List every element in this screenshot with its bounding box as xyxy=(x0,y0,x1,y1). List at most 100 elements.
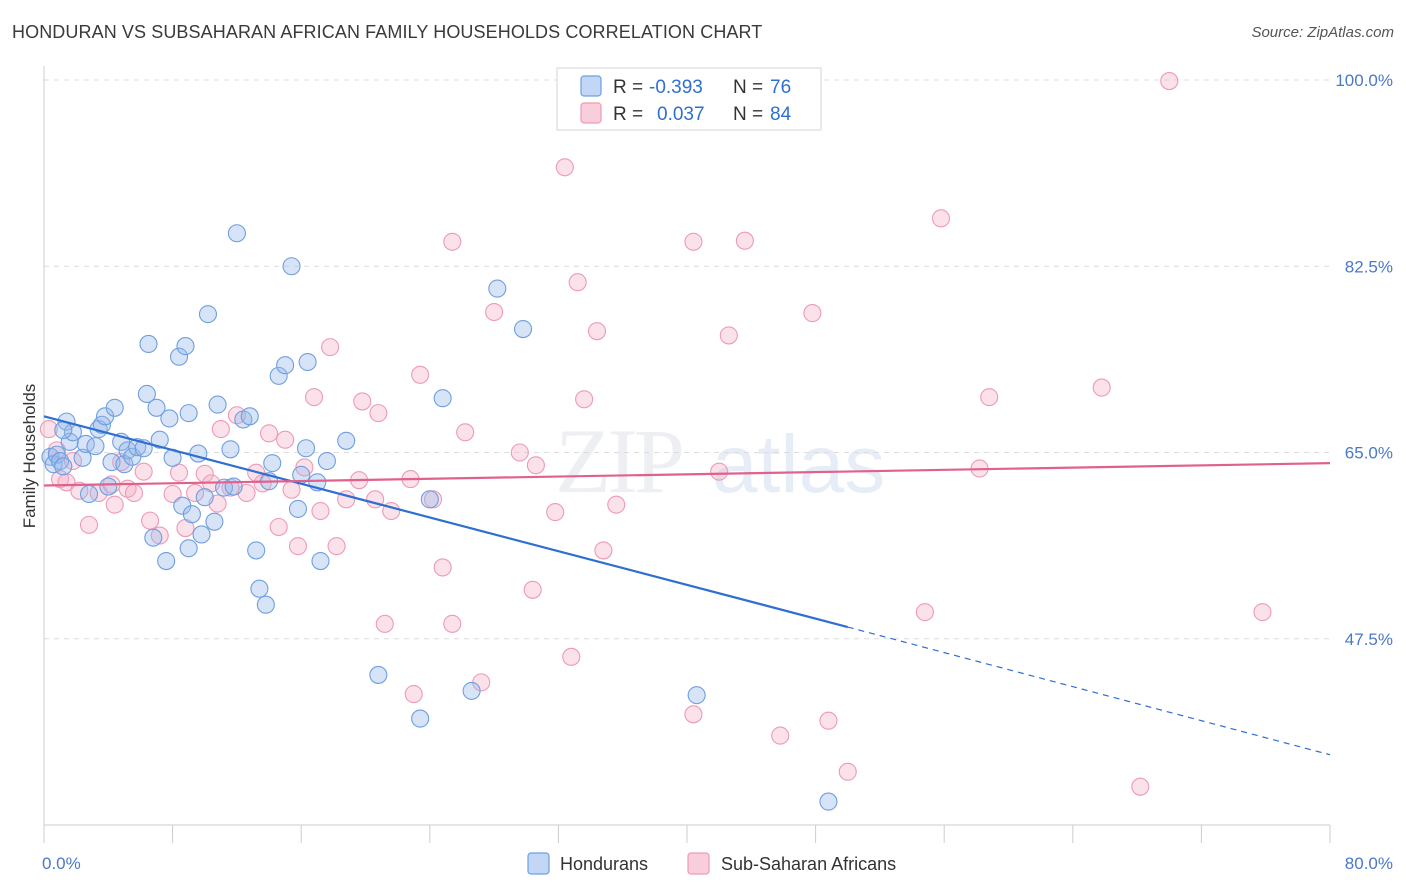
gridlines xyxy=(44,79,1330,640)
subsaharan-point xyxy=(47,441,66,460)
honduran-point xyxy=(198,305,218,324)
x-tick-label: 80.0% xyxy=(1345,854,1393,873)
honduran-point xyxy=(54,421,73,440)
honduran-point xyxy=(137,384,156,404)
subsaharan-point xyxy=(63,451,82,471)
chart-title: HONDURAN VS SUBSAHARAN AFRICAN FAMILY HO… xyxy=(12,22,763,42)
series-legend: Hondurans Sub-Saharan Africans xyxy=(527,852,896,875)
subsaharan-point xyxy=(79,515,99,534)
subsaharan-point xyxy=(526,456,545,475)
honduran-point xyxy=(311,552,330,571)
subsaharan-point xyxy=(587,322,607,341)
y-tick-labels: 47.5% 65.0% 82.5% 100.0% xyxy=(1335,71,1393,649)
honduran-point xyxy=(288,499,308,518)
subsaharan-point xyxy=(211,420,230,439)
subsaharan-point xyxy=(1160,72,1179,91)
subsaharan-point xyxy=(980,388,999,407)
subsaharan-point xyxy=(163,484,182,504)
subsaharan-point xyxy=(594,541,613,560)
honduran-point xyxy=(208,395,227,414)
honduran-point xyxy=(147,398,166,417)
hondurans-trend-extension xyxy=(847,626,1331,756)
honduran-point xyxy=(296,439,316,458)
honduran-point xyxy=(51,451,70,471)
honduran-point xyxy=(462,681,481,700)
subsaharan-point xyxy=(771,726,790,745)
subsaharan-point xyxy=(803,304,822,323)
subsaharan-point xyxy=(684,232,703,251)
subsaharan-trend-line xyxy=(43,462,1331,487)
honduran-point xyxy=(317,451,336,471)
subsaharan-point xyxy=(141,511,160,530)
honduran-point xyxy=(227,224,246,243)
subsaharan-point xyxy=(575,390,594,409)
legend-hondurans-label: Hondurans xyxy=(560,854,648,874)
honduran-point xyxy=(205,512,224,531)
subsaharan-point xyxy=(150,526,169,545)
axes xyxy=(43,66,1331,843)
honduran-point xyxy=(420,490,439,509)
subsaharan-point xyxy=(915,603,934,622)
honduran-point xyxy=(369,665,388,684)
y-tick-label: 82.5% xyxy=(1345,257,1393,276)
honduran-point xyxy=(99,477,118,496)
subsaharan-point xyxy=(838,762,857,781)
honduran-point xyxy=(240,407,259,426)
honduran-point xyxy=(298,352,317,372)
subsaharan-point xyxy=(105,495,124,514)
subsaharan-point xyxy=(311,501,330,521)
honduran-point xyxy=(195,488,214,507)
subsaharan-point xyxy=(288,537,308,556)
y-tick-label: 65.0% xyxy=(1345,444,1393,463)
watermark: ZIP atlas xyxy=(555,410,885,512)
series-hondurans xyxy=(41,224,838,811)
legend-r-label-2: R = xyxy=(613,104,643,125)
honduran-point xyxy=(189,444,208,463)
honduran-point xyxy=(247,541,266,560)
subsaharan-point xyxy=(305,388,324,407)
x-tick-labels: 0.0% 80.0% xyxy=(42,854,1393,873)
subsaharan-point xyxy=(485,302,504,322)
subsaharan-point xyxy=(327,537,346,556)
honduran-point xyxy=(86,437,105,456)
legend-subsaharan-label: Sub-Saharan Africans xyxy=(721,854,896,874)
honduran-point xyxy=(256,595,275,614)
subsaharan-point xyxy=(353,392,372,411)
legend-r-value-2: 0.037 xyxy=(657,104,705,125)
subsaharan-point xyxy=(259,424,279,443)
subsaharan-point xyxy=(562,647,581,666)
honduran-point xyxy=(60,432,79,451)
trend-lines xyxy=(43,415,1331,756)
legend-n-label-1: N = xyxy=(733,77,763,98)
honduran-point xyxy=(139,334,158,353)
y-tick-label: 47.5% xyxy=(1345,630,1393,649)
honduran-point xyxy=(73,448,92,467)
y-tick-label: 100.0% xyxy=(1335,71,1393,90)
honduran-point xyxy=(221,440,240,459)
x-tick-label: 0.0% xyxy=(42,854,81,873)
svg-text:atlas: atlas xyxy=(712,419,885,510)
subsaharan-point xyxy=(70,481,89,500)
subsaharan-point xyxy=(607,495,626,514)
honduran-point xyxy=(224,477,243,496)
legend-n-value-1: 76 xyxy=(770,77,791,98)
hondurans-trend-line xyxy=(43,415,849,629)
honduran-point xyxy=(160,409,179,428)
subsaharan-point xyxy=(456,423,475,442)
honduran-point xyxy=(144,528,163,547)
honduran-point xyxy=(282,257,301,276)
subsaharan-point xyxy=(510,443,529,462)
honduran-point xyxy=(263,454,282,473)
honduran-point xyxy=(488,279,507,298)
honduran-point xyxy=(79,484,99,504)
subsaharan-point xyxy=(269,517,288,537)
subsaharan-point xyxy=(1131,777,1150,796)
honduran-point xyxy=(269,366,288,385)
subsaharan-point xyxy=(555,158,574,177)
subsaharan-point xyxy=(253,474,272,493)
honduran-point xyxy=(54,457,73,476)
subsaharan-point xyxy=(369,404,388,423)
subsaharan-point xyxy=(321,338,340,357)
subsaharan-point xyxy=(819,711,838,730)
